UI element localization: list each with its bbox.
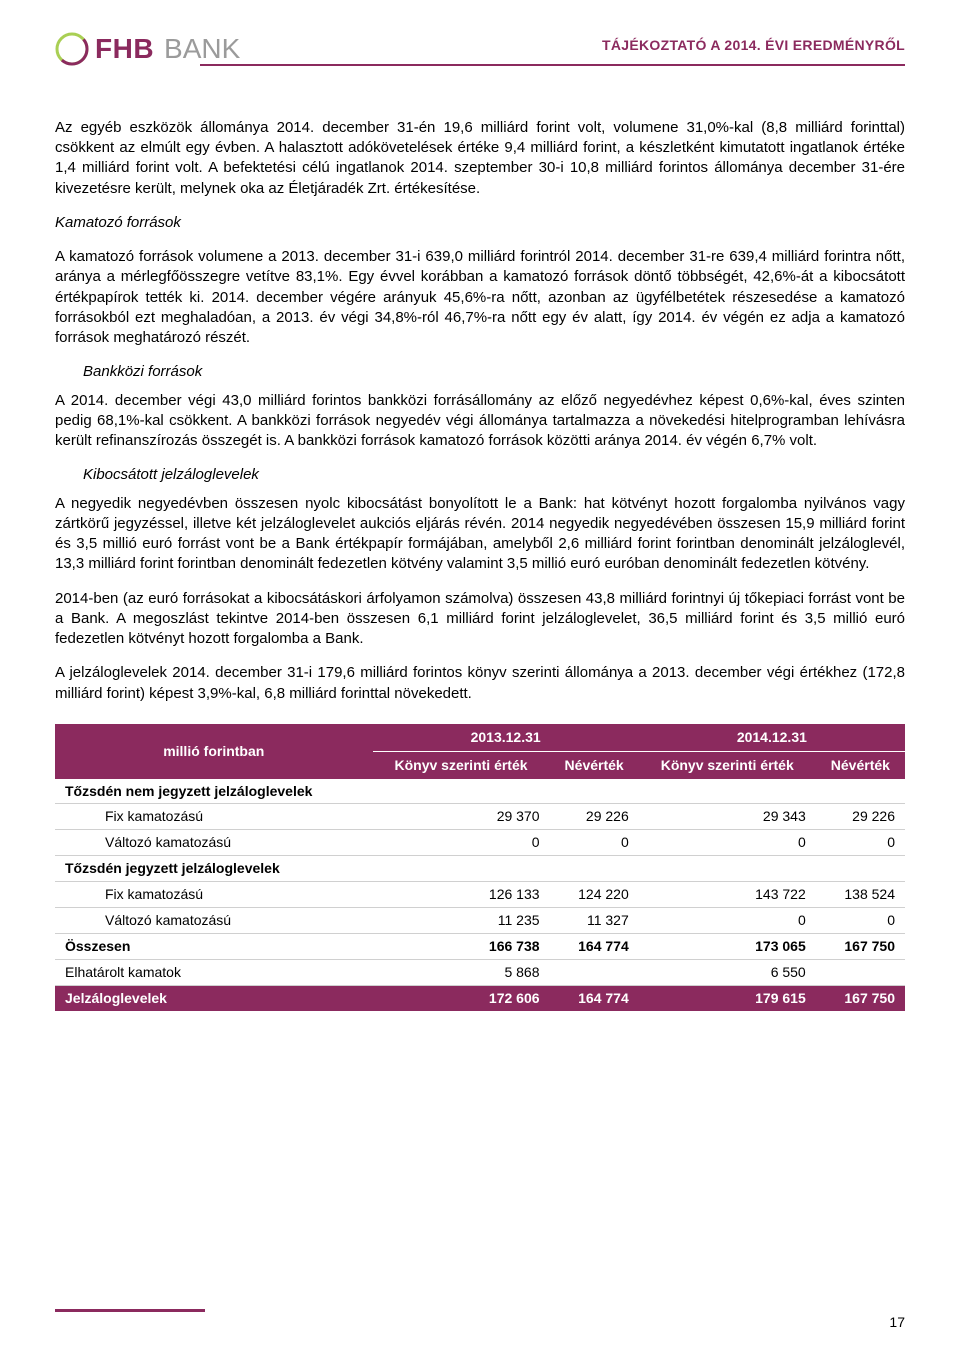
table-cell-value: 173 065 <box>639 933 816 959</box>
paragraph-3: A 2014. december végi 43,0 milliárd fori… <box>55 391 905 452</box>
table-cell-value <box>550 959 639 985</box>
table-row: Tőzsdén nem jegyzett jelzáloglevelek <box>55 779 905 804</box>
table-col-face-2: Névérték <box>816 751 905 778</box>
table-cell-value: 164 774 <box>550 933 639 959</box>
table-period-2: 2014.12.31 <box>639 724 905 751</box>
table-row: Fix kamatozású126 133124 220143 722138 5… <box>55 882 905 908</box>
heading-kamatozo: Kamatozó források <box>55 213 905 233</box>
logo-icon <box>55 32 89 66</box>
table-cell-value <box>550 856 639 882</box>
table-cell-value: 5 868 <box>373 959 550 985</box>
table-cell-value: 0 <box>373 830 550 856</box>
table-col-face-1: Névérték <box>550 751 639 778</box>
table-row: Tőzsdén jegyzett jelzáloglevelek <box>55 856 905 882</box>
table-cell-value: 0 <box>550 830 639 856</box>
table-cell-value <box>373 779 550 804</box>
table-cell-value: 172 606 <box>373 985 550 1010</box>
table-cell-value: 167 750 <box>816 933 905 959</box>
document-page: FHB BANK TÁJÉKOZTATÓ A 2014. ÉVI EREDMÉN… <box>0 0 960 1352</box>
table-col-book-1: Könyv szerinti érték <box>373 751 550 778</box>
page-header: FHB BANK TÁJÉKOZTATÓ A 2014. ÉVI EREDMÉN… <box>55 30 905 68</box>
logo-fhb-text: FHB <box>95 30 154 68</box>
table-cell-value <box>639 856 816 882</box>
page-number: 17 <box>889 1313 905 1332</box>
paragraph-6: A jelzáloglevelek 2014. december 31-i 17… <box>55 663 905 704</box>
table-cell-value <box>373 856 550 882</box>
table-cell-value: 143 722 <box>639 882 816 908</box>
paragraph-4: A negyedik negyedévben összesen nyolc ki… <box>55 494 905 575</box>
table-period-1: 2013.12.31 <box>373 724 639 751</box>
logo-bank-text: BANK <box>164 30 240 68</box>
table-cell-label: Jelzáloglevelek <box>55 985 373 1010</box>
table-cell-label: Tőzsdén jegyzett jelzáloglevelek <box>55 856 373 882</box>
table-cell-label: Változó kamatozású <box>55 908 373 934</box>
table-cell-label: Fix kamatozású <box>55 882 373 908</box>
table-row: Jelzáloglevelek172 606164 774179 615167 … <box>55 985 905 1010</box>
paragraph-5: 2014-ben (az euró forrásokat a kibocsátá… <box>55 589 905 650</box>
table-row: Fix kamatozású29 37029 22629 34329 226 <box>55 804 905 830</box>
table-cell-label: Összesen <box>55 933 373 959</box>
table-row: Elhatárolt kamatok5 868 6 550 <box>55 959 905 985</box>
table-col-book-2: Könyv szerinti érték <box>639 751 816 778</box>
table-cell-label: Elhatárolt kamatok <box>55 959 373 985</box>
table-row-header: millió forintban <box>55 724 373 779</box>
table-cell-value <box>816 856 905 882</box>
header-title: TÁJÉKOZTATÓ A 2014. ÉVI EREDMÉNYRŐL <box>602 36 905 55</box>
table-cell-value: 126 133 <box>373 882 550 908</box>
table-cell-value: 29 343 <box>639 804 816 830</box>
table-cell-value: 164 774 <box>550 985 639 1010</box>
table-cell-value <box>816 779 905 804</box>
header-rule <box>200 64 905 66</box>
logo: FHB BANK <box>55 30 240 68</box>
table-cell-value: 0 <box>639 830 816 856</box>
heading-kibocsatott: Kibocsátott jelzáloglevelek <box>83 465 905 485</box>
table-cell-label: Fix kamatozású <box>55 804 373 830</box>
table-cell-value: 11 235 <box>373 908 550 934</box>
table-cell-label: Változó kamatozású <box>55 830 373 856</box>
table-cell-value: 179 615 <box>639 985 816 1010</box>
table-row: Összesen166 738164 774173 065167 750 <box>55 933 905 959</box>
table-cell-value <box>639 779 816 804</box>
table-cell-value: 29 370 <box>373 804 550 830</box>
table-cell-value: 166 738 <box>373 933 550 959</box>
paragraph-2: A kamatozó források volumene a 2013. dec… <box>55 247 905 348</box>
table-cell-value: 29 226 <box>816 804 905 830</box>
footer-rule <box>55 1309 205 1312</box>
table-cell-value <box>816 959 905 985</box>
table-cell-value: 167 750 <box>816 985 905 1010</box>
table-row: Változó kamatozású0000 <box>55 830 905 856</box>
table-cell-value: 124 220 <box>550 882 639 908</box>
mortgage-bonds-table: millió forintban 2013.12.31 2014.12.31 K… <box>55 724 905 1011</box>
table-cell-value <box>550 779 639 804</box>
heading-bankkozi: Bankközi források <box>83 362 905 382</box>
table-cell-value: 0 <box>639 908 816 934</box>
paragraph-1: Az egyéb eszközök állománya 2014. decemb… <box>55 118 905 199</box>
table-cell-value: 0 <box>816 908 905 934</box>
table-cell-label: Tőzsdén nem jegyzett jelzáloglevelek <box>55 779 373 804</box>
table-cell-value: 138 524 <box>816 882 905 908</box>
table-cell-value: 29 226 <box>550 804 639 830</box>
table-cell-value: 6 550 <box>639 959 816 985</box>
table-cell-value: 11 327 <box>550 908 639 934</box>
table-cell-value: 0 <box>816 830 905 856</box>
table-row: Változó kamatozású11 23511 32700 <box>55 908 905 934</box>
